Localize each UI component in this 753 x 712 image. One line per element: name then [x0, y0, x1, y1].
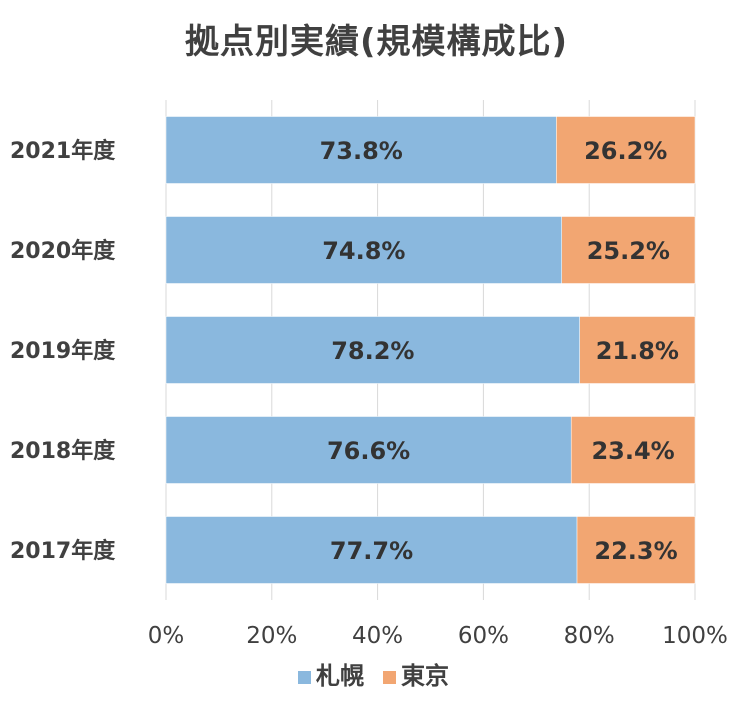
legend-label: 札幌 — [315, 662, 364, 690]
legend-label: 東京 — [401, 662, 449, 690]
category-label: 2017年度 — [10, 538, 116, 564]
data-label: 76.6% — [327, 437, 410, 465]
data-label: 26.2% — [584, 137, 667, 165]
x-tick-label: 100% — [662, 623, 728, 649]
legend-swatch — [298, 671, 311, 684]
bar-segment[interactable] — [579, 316, 696, 384]
bar-segment[interactable] — [556, 116, 696, 184]
data-label: 25.2% — [587, 237, 670, 265]
category-label: 2020年度 — [10, 238, 116, 264]
category-label: 2019年度 — [10, 338, 116, 364]
bar-segment[interactable] — [561, 216, 696, 284]
category-label: 2021年度 — [10, 138, 116, 164]
data-label: 22.3% — [594, 537, 677, 565]
data-label: 23.4% — [591, 437, 674, 465]
x-tick-label: 80% — [564, 623, 615, 649]
x-tick-label: 60% — [458, 623, 509, 649]
data-label: 74.8% — [322, 237, 405, 265]
category-label: 2018年度 — [10, 438, 116, 464]
bar-segment[interactable] — [165, 316, 580, 384]
bar-segment[interactable] — [165, 416, 572, 484]
x-tick-label: 20% — [246, 623, 297, 649]
data-label: 78.2% — [331, 337, 414, 365]
legend-swatch — [383, 671, 396, 684]
bar-segment[interactable] — [165, 216, 562, 284]
x-tick-label: 40% — [352, 623, 403, 649]
data-label: 73.8% — [320, 137, 403, 165]
data-label: 21.8% — [596, 337, 679, 365]
bar-segment[interactable] — [165, 516, 578, 584]
x-tick-label: 0% — [148, 623, 185, 649]
bar-segment[interactable] — [576, 516, 696, 584]
chart-title: 拠点別実績(規模構成比) — [184, 22, 569, 62]
bar-segment[interactable] — [570, 416, 696, 484]
data-label: 77.7% — [330, 537, 413, 565]
